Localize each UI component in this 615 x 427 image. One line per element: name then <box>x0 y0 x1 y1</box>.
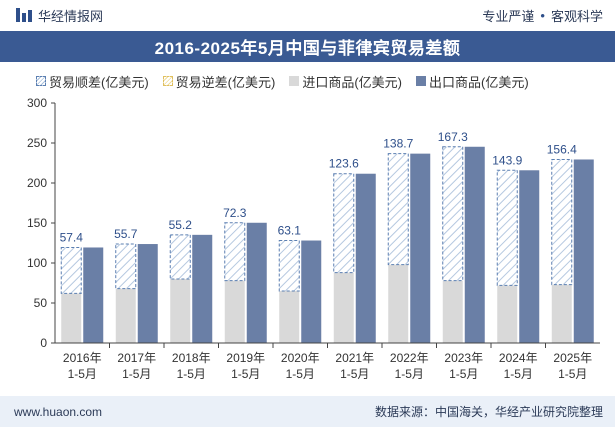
x-tick-label-period: 1-5月 <box>122 367 151 381</box>
header-separator: • <box>540 7 545 23</box>
import-bar <box>115 288 136 343</box>
surplus-bar <box>387 153 409 266</box>
export-bar <box>355 173 376 343</box>
x-tick-label-year: 2019年 <box>226 351 265 365</box>
x-tick-label-period: 1-5月 <box>231 367 260 381</box>
surplus-value-label: 55.2 <box>169 218 193 232</box>
x-tick-label-period: 1-5月 <box>504 367 533 381</box>
x-tick-label-year: 2020年 <box>281 351 320 365</box>
surplus-bar <box>60 246 82 294</box>
x-tick-label-period: 1-5月 <box>340 367 369 381</box>
footer: www.huaon.com 数据来源：中国海关，华经产业研究院整理 <box>0 396 615 427</box>
surplus-bar <box>224 222 246 282</box>
export-bar <box>137 244 158 343</box>
x-tick-label-year: 2024年 <box>499 351 538 365</box>
surplus-bar <box>169 234 191 280</box>
legend-item-imports[interactable]: 进口商品(亿美元) <box>289 72 402 91</box>
surplus-bar <box>115 243 137 290</box>
y-tick-label: 50 <box>34 296 48 310</box>
footer-website[interactable]: www.huaon.com <box>14 404 103 419</box>
header-link-objective[interactable]: 客观科学 <box>550 8 603 24</box>
header-links: 专业严谨 • 客观科学 <box>482 6 603 25</box>
top-bar: 华经情报网 专业严谨 • 客观科学 <box>0 0 615 30</box>
legend-label-deficit: 贸易逆差(亿美元) <box>175 74 276 90</box>
brand-name: 华经情报网 <box>38 8 104 24</box>
footer-source: 数据来源：中国海关，华经产业研究院整理 <box>374 405 603 419</box>
x-tick-label-period: 1-5月 <box>286 367 315 381</box>
surplus-value-label: 72.3 <box>223 206 247 220</box>
import-bar <box>551 284 572 343</box>
x-tick-label-period: 1-5月 <box>177 367 206 381</box>
x-tick-label-year: 2023年 <box>444 351 483 365</box>
x-tick-label-year: 2022年 <box>390 351 429 365</box>
export-bar <box>519 170 540 343</box>
legend-label-exports: 出口商品(亿美元) <box>429 74 529 90</box>
x-axis: 2016年 1-5月 2017年 1-5月 2018年 1-5月 2019年 1-5月 2020… <box>55 342 600 381</box>
import-bar <box>61 293 82 343</box>
y-tick-label: 250 <box>27 136 47 150</box>
x-tick-label-year: 2017年 <box>117 351 156 365</box>
surplus-value-label: 167.3 <box>438 130 468 144</box>
y-tick-label: 300 <box>27 96 47 110</box>
import-bar <box>388 264 409 343</box>
surplus-bar <box>333 173 355 274</box>
surplus-bar <box>278 240 300 292</box>
import-bar <box>497 285 518 343</box>
surplus-bar <box>442 146 464 282</box>
import-bar <box>333 272 354 343</box>
x-tick-label-period: 1-5月 <box>68 367 97 381</box>
chart-title: 2016-2025年5月中国与菲律宾贸易差额 <box>0 31 615 62</box>
x-tick-label-year: 2021年 <box>335 351 374 365</box>
y-tick-label: 150 <box>27 216 47 230</box>
legend-item-surplus[interactable]: 贸易顺差(亿美元) <box>36 72 149 91</box>
surplus-value-label: 143.9 <box>492 153 522 167</box>
x-tick-label-period: 1-5月 <box>449 367 478 381</box>
x-tick-label-year: 2025年 <box>553 351 592 365</box>
legend-item-deficit[interactable]: 贸易逆差(亿美元) <box>162 72 276 91</box>
export-bar <box>573 159 594 343</box>
export-bar <box>83 247 104 343</box>
import-bar <box>170 279 191 343</box>
export-bar <box>246 222 267 343</box>
legend-item-exports[interactable]: 出口商品(亿美元) <box>416 72 529 91</box>
x-tick-label-year: 2018年 <box>172 351 211 365</box>
surplus-value-label: 156.4 <box>547 142 577 156</box>
chart-legend: 贸易顺差(亿美元) 贸易逆差(亿美元) 进口商品(亿美元) 出口商品(亿美元) <box>36 70 596 92</box>
x-tick-label-period: 1-5月 <box>395 367 424 381</box>
import-bar <box>279 291 300 343</box>
surplus-value-label: 57.4 <box>60 230 84 244</box>
legend-label-imports: 进口商品(亿美元) <box>302 74 403 90</box>
bars: 57.4 55.7 55.2 72.3 63.1 123.6 138.7 167.3 143.9… <box>60 130 594 343</box>
legend-swatch-imports <box>289 76 300 86</box>
chart-plot: 0 50 100 150 200 250 300 57.4 55.7 55.2 72.3 63.1 1… <box>27 96 600 381</box>
brand-logo-icon <box>16 8 32 22</box>
legend-swatch-surplus <box>36 76 46 86</box>
export-bar <box>301 240 322 343</box>
surplus-value-label: 63.1 <box>278 224 302 238</box>
x-tick-label-year: 2016年 <box>63 351 102 365</box>
import-bar <box>442 280 463 343</box>
surplus-value-label: 55.7 <box>114 227 138 241</box>
export-bar <box>410 153 431 343</box>
y-tick-label: 0 <box>40 336 47 350</box>
surplus-value-label: 123.6 <box>329 157 359 171</box>
export-bar <box>464 146 485 343</box>
legend-swatch-exports <box>416 76 427 86</box>
x-tick-label-period: 1-5月 <box>558 367 587 381</box>
y-axis: 0 50 100 150 200 250 300 <box>27 96 56 350</box>
import-bar <box>224 280 245 343</box>
surplus-value-label: 138.7 <box>383 137 413 151</box>
legend-label-surplus: 贸易顺差(亿美元) <box>49 74 149 90</box>
brand[interactable]: 华经情报网 <box>16 6 103 25</box>
legend-swatch-deficit <box>162 76 173 86</box>
export-bar <box>192 234 213 343</box>
header-link-professional[interactable]: 专业严谨 <box>482 8 535 24</box>
y-tick-label: 200 <box>27 176 47 190</box>
y-tick-label: 100 <box>27 256 47 270</box>
surplus-bar <box>496 169 518 286</box>
surplus-bar <box>551 158 573 286</box>
